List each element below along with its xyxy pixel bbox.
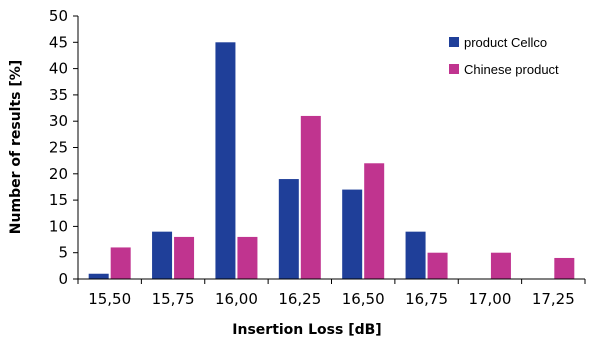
legend-swatch (449, 64, 459, 74)
y-axis-title: Number of results [%] (8, 60, 24, 234)
bar-product-cellco (278, 179, 299, 279)
bar-product-cellco (405, 231, 426, 279)
y-tick-label: 50 (49, 7, 68, 25)
y-tick-label: 10 (49, 217, 68, 235)
x-ticks: 15,50 15,75 16,00 16,25 16,50 16,75 17,00 17,25 (77, 279, 586, 308)
y-tick-label: 45 (49, 33, 68, 51)
bar-chinese-product (110, 247, 131, 279)
bar-product-cellco (88, 273, 109, 279)
bar-chinese-product (554, 257, 575, 279)
y-tick-label: 5 (58, 244, 68, 262)
x-tick-label: 16,00 (215, 290, 258, 308)
bars-group (88, 42, 575, 279)
x-tick-label: 16,50 (342, 290, 385, 308)
bar-product-cellco (342, 189, 363, 279)
bar-chinese-product (490, 252, 511, 279)
bar-chinese-product (237, 236, 258, 279)
x-axis-title: Insertion Loss [dB] (232, 322, 381, 338)
x-tick-label: 17,25 (532, 290, 575, 308)
bar-chinese-product (300, 115, 321, 279)
y-ticks: 0 5 10 15 20 25 30 35 40 45 50 (49, 7, 78, 288)
legend-swatch (449, 37, 459, 47)
legend-label: Chinese product (464, 62, 559, 77)
x-tick-label: 17,00 (468, 290, 511, 308)
x-tick-label: 16,25 (278, 290, 321, 308)
bar-chinese-product (174, 236, 195, 279)
x-tick-label: 15,75 (152, 290, 195, 308)
bar-chinese-product (427, 252, 448, 279)
legend-label: product Cellco (464, 35, 547, 50)
bar-product-cellco (152, 231, 173, 279)
y-tick-label: 35 (49, 86, 68, 104)
y-tick-label: 15 (49, 191, 68, 209)
y-tick-label: 30 (49, 112, 68, 130)
y-tick-label: 25 (49, 139, 68, 157)
bar-product-cellco (215, 42, 236, 279)
y-tick-label: 0 (58, 270, 68, 288)
y-tick-label: 40 (49, 60, 68, 78)
legend: product Cellco Chinese product (449, 35, 559, 77)
x-tick-label: 15,50 (88, 290, 131, 308)
y-tick-label: 20 (49, 165, 68, 183)
x-tick-label: 16,75 (405, 290, 448, 308)
bar-chinese-product (364, 163, 385, 279)
